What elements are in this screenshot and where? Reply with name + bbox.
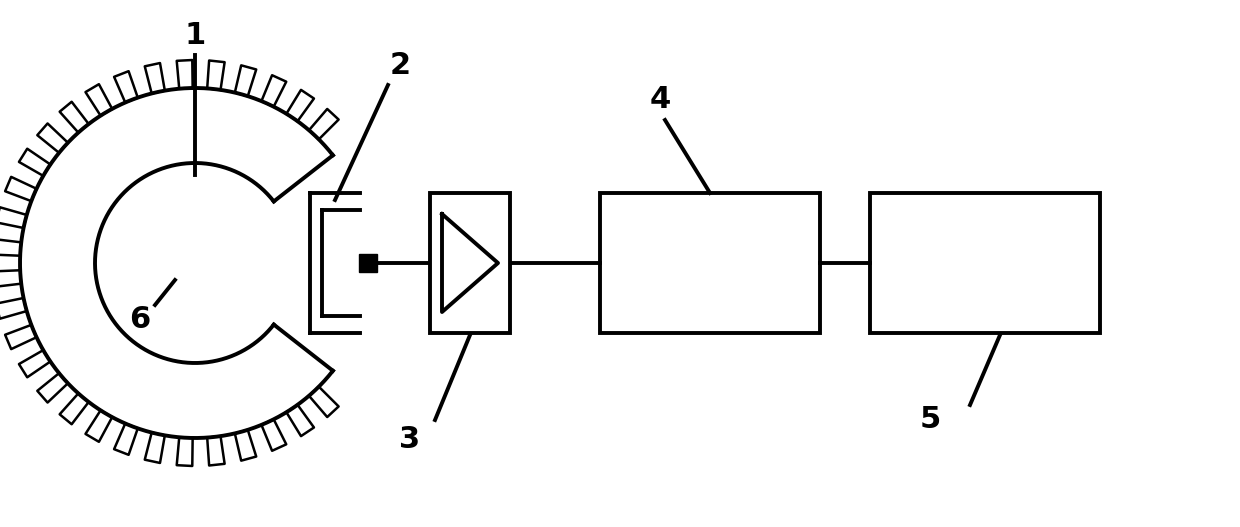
Bar xyxy=(870,193,1100,333)
Bar xyxy=(430,193,510,333)
Bar xyxy=(600,193,820,333)
Text: 1: 1 xyxy=(185,21,206,50)
Text: 5: 5 xyxy=(919,405,941,434)
Text: 3: 3 xyxy=(399,425,420,454)
Bar xyxy=(360,254,377,272)
Text: 2: 2 xyxy=(389,51,410,80)
Text: 6: 6 xyxy=(129,306,150,335)
Text: 4: 4 xyxy=(650,85,671,114)
